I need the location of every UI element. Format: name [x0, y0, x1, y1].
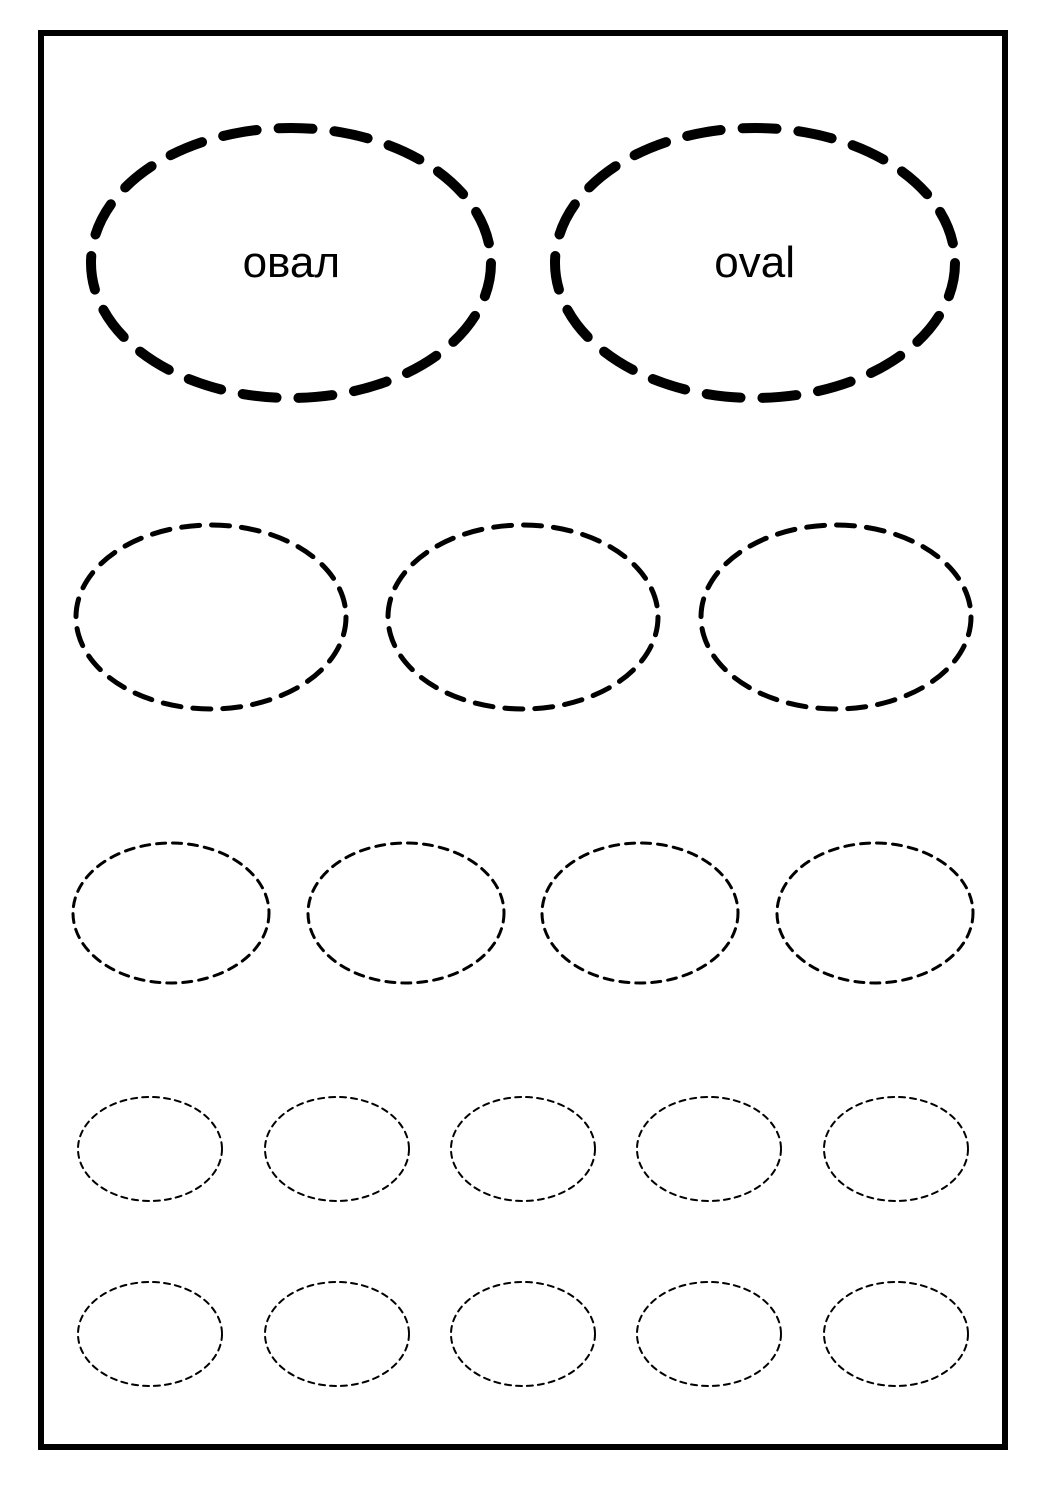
traceable-oval: [635, 1280, 783, 1388]
oval-shape: [449, 1095, 597, 1203]
traceable-oval: [383, 520, 663, 714]
traceable-oval: [635, 1095, 783, 1203]
oval-shape: [263, 1280, 411, 1388]
oval-row-5: [38, 1280, 1008, 1388]
oval-shape: [305, 840, 507, 986]
traceable-oval: [822, 1095, 970, 1203]
oval-shape: [539, 840, 741, 986]
oval-label-ru: овал: [243, 241, 341, 285]
traceable-oval: oval: [545, 118, 965, 408]
traceable-oval: [263, 1280, 411, 1388]
oval-shape: [449, 1280, 597, 1388]
traceable-oval: [71, 520, 351, 714]
traceable-oval: [76, 1280, 224, 1388]
oval-shape: [71, 520, 351, 714]
oval-shape: [383, 520, 663, 714]
worksheet-page: овал oval: [0, 0, 1050, 1485]
oval-label-en: oval: [714, 241, 795, 285]
traceable-oval: [76, 1095, 224, 1203]
oval-shape: [696, 520, 976, 714]
oval-shape: [774, 840, 976, 986]
traceable-oval: [822, 1280, 970, 1388]
oval-shape: [70, 840, 272, 986]
oval-shape: [263, 1095, 411, 1203]
traceable-oval: [539, 840, 741, 986]
oval-shape: [822, 1280, 970, 1388]
traceable-oval: [774, 840, 976, 986]
traceable-oval: [263, 1095, 411, 1203]
oval-shape: [822, 1095, 970, 1203]
oval-row-2: [38, 520, 1008, 714]
traceable-oval: овал: [81, 118, 501, 408]
traceable-oval: [449, 1095, 597, 1203]
oval-row-1: овал oval: [38, 118, 1008, 408]
oval-shape: [635, 1095, 783, 1203]
oval-shape: [76, 1095, 224, 1203]
oval-shape: [635, 1280, 783, 1388]
traceable-oval: [70, 840, 272, 986]
oval-shape: [76, 1280, 224, 1388]
traceable-oval: [696, 520, 976, 714]
traceable-oval: [449, 1280, 597, 1388]
oval-row-4: [38, 1095, 1008, 1203]
traceable-oval: [305, 840, 507, 986]
oval-row-3: [38, 840, 1008, 986]
